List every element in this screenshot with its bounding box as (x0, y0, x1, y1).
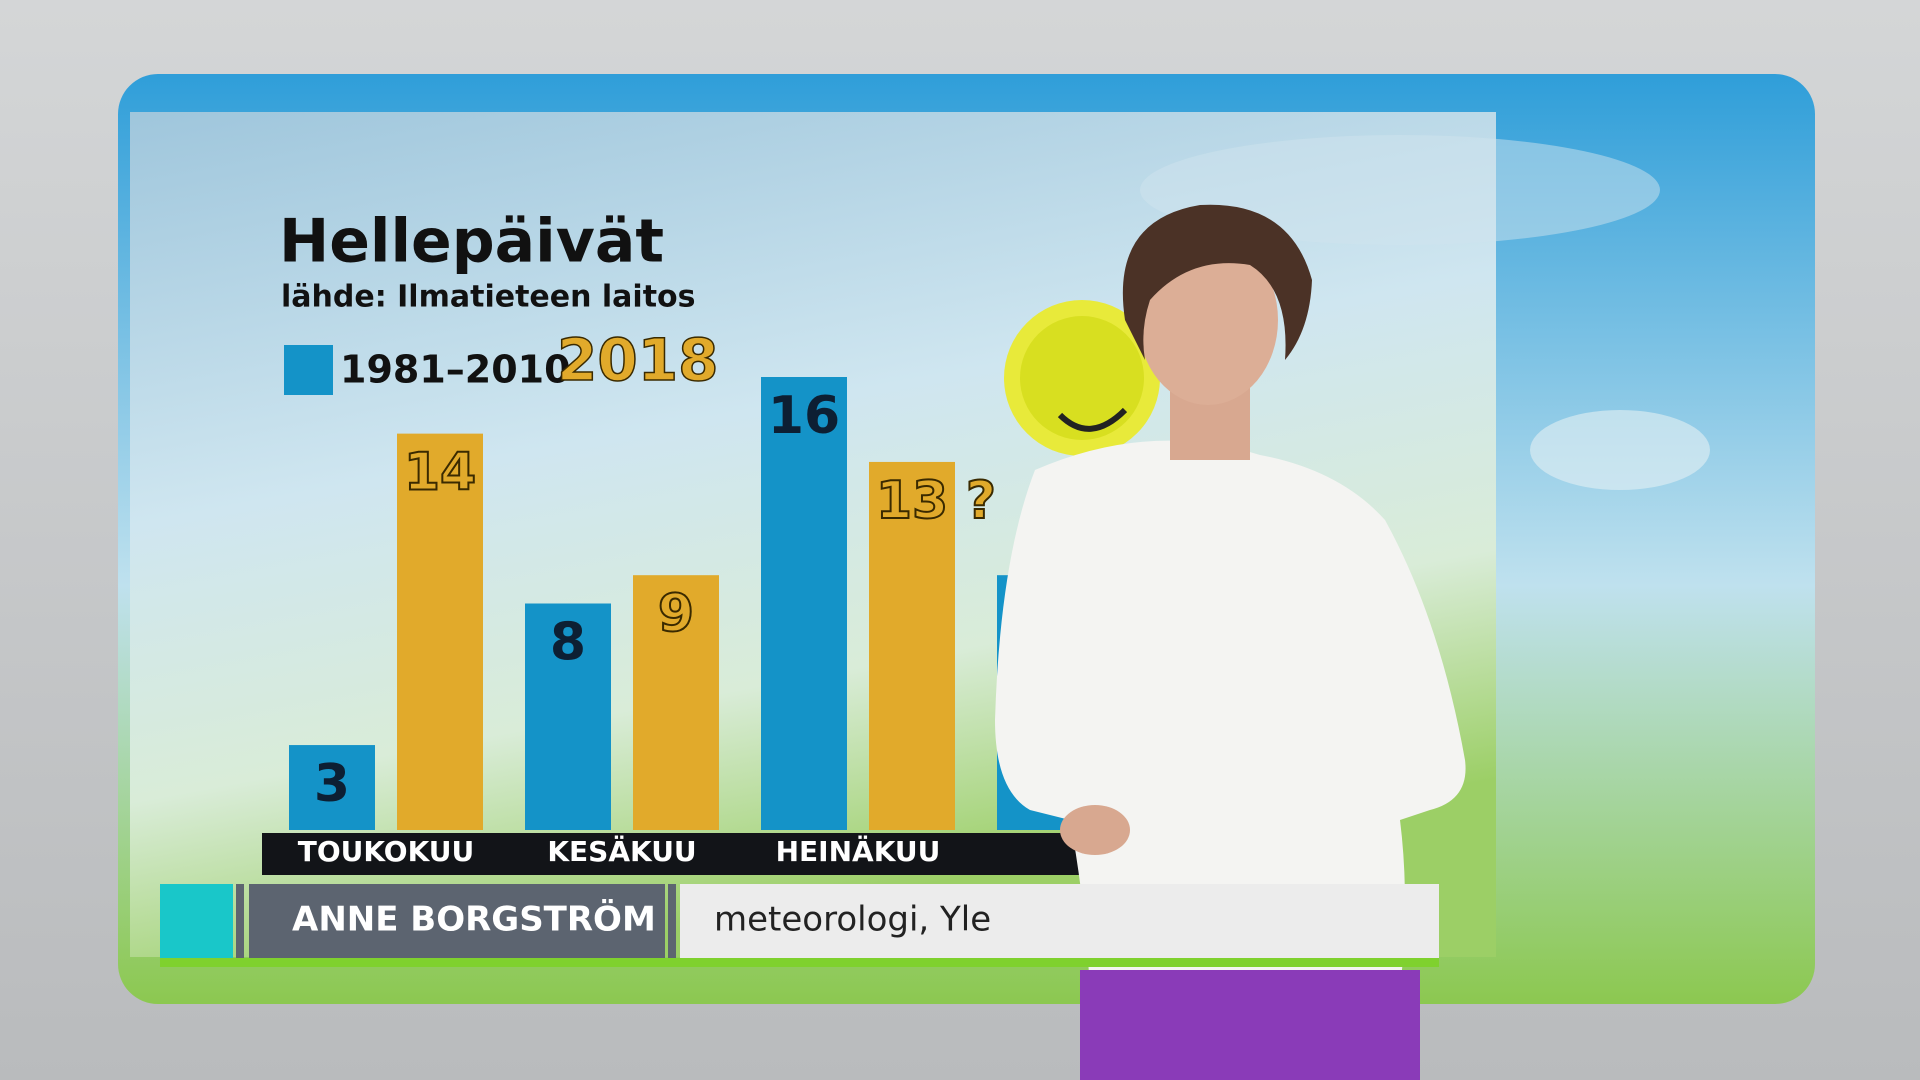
annotation: ? (966, 471, 996, 531)
x-tick-label: HEINÄKUU (776, 834, 941, 868)
accent-block (160, 884, 233, 958)
x-tick-label: TOUKOKUU (298, 835, 475, 868)
category-strip (262, 833, 1122, 875)
presenter-role: meteorologi, Yle (714, 900, 991, 940)
name-box (249, 884, 665, 958)
role-box (680, 884, 1439, 958)
divider (668, 884, 676, 958)
legend-label: 1981–2010 (340, 348, 571, 392)
x-tick-label: KESÄKUU (547, 834, 696, 868)
data-label: 9 (658, 584, 694, 644)
hair (1122, 204, 1312, 360)
sun (1004, 300, 1160, 456)
bar (525, 603, 611, 830)
data-label: 8 (550, 613, 586, 673)
bar (869, 461, 955, 830)
data-label: 16 (768, 386, 840, 446)
cloud (1140, 135, 1660, 245)
data-label: 3 (314, 754, 350, 814)
chart-title: Hellepäivät (279, 207, 664, 277)
cloud (1530, 410, 1710, 490)
data-label: 14 (404, 443, 476, 503)
sun-smile (1057, 407, 1128, 432)
bar (633, 575, 719, 830)
blouse (995, 440, 1466, 990)
bar (761, 377, 847, 830)
legend-swatch (284, 345, 333, 395)
data-label: 13 (876, 471, 948, 531)
lower-third: ANNE BORGSTRÖM meteorologi, Yle (160, 884, 1439, 967)
presenter (995, 204, 1466, 1080)
skirt (1080, 970, 1420, 1080)
divider (236, 884, 244, 958)
presenter-name: ANNE BORGSTRÖM (292, 899, 656, 940)
legend-label: 2018 (557, 326, 718, 394)
chart-subtitle: lähde: Ilmatieteen laitos (281, 280, 696, 315)
sun-face (1020, 316, 1144, 440)
green-line (160, 958, 1439, 967)
bar (397, 433, 483, 830)
hands (1060, 805, 1130, 855)
bar (289, 745, 375, 830)
